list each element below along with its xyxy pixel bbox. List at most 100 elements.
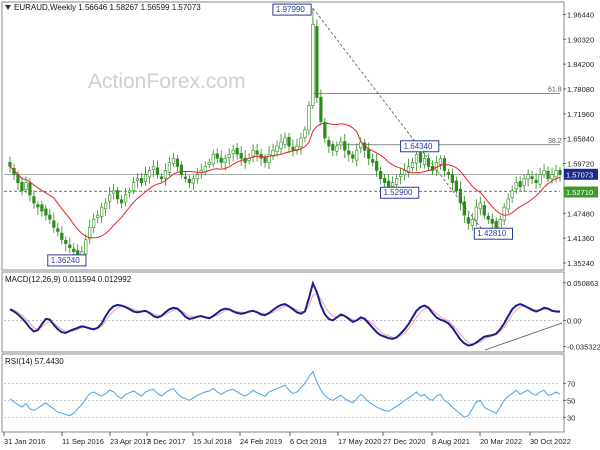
price-tick-label: 1.96440 xyxy=(567,10,594,19)
candle-body xyxy=(510,190,514,198)
candle-body xyxy=(514,182,518,190)
macd-label: MACD(12,26,9) 0.011594 0.012992 xyxy=(5,275,132,284)
candle-body xyxy=(426,158,431,167)
moving-average-line xyxy=(9,122,561,239)
price-panel-frame xyxy=(1,1,565,271)
candle-body xyxy=(8,162,12,167)
trendline-dashed xyxy=(312,7,485,233)
candle-body xyxy=(410,162,415,168)
candle-body xyxy=(478,202,482,210)
candle-body xyxy=(131,182,136,191)
x-tick-label: 31 Jan 2016 xyxy=(4,437,45,446)
candle-body xyxy=(303,129,307,138)
candle-body xyxy=(235,148,239,155)
candle-body xyxy=(143,174,148,182)
candle-body xyxy=(526,174,530,180)
x-tick-label: 6 Oct 2019 xyxy=(290,437,327,446)
candle-body xyxy=(215,153,219,159)
candle-body xyxy=(263,156,267,163)
candle-body xyxy=(52,220,56,228)
candle-body xyxy=(311,24,315,106)
candle-body xyxy=(414,153,419,164)
candle-body xyxy=(502,206,506,221)
price-level-labels: 1.97990 1.36240 1.52900 1.64340 1.42810 1.570… xyxy=(47,3,598,267)
fib-382-label: 38.2 xyxy=(548,138,562,145)
x-tick-label: 11 Sep 2016 xyxy=(62,437,104,446)
watermark: ActionForex.com xyxy=(88,70,246,93)
candle-body xyxy=(64,240,68,244)
candle-body xyxy=(44,208,48,216)
candle-body xyxy=(446,172,451,175)
candle-body xyxy=(171,158,176,164)
candle-body xyxy=(92,218,96,228)
candle-body xyxy=(255,150,259,155)
candle-body xyxy=(187,178,191,184)
macd-tick-label: 0.00 xyxy=(567,316,582,325)
candle-body xyxy=(530,176,534,179)
candle-body xyxy=(96,214,100,218)
macd-signal-line xyxy=(9,293,560,345)
candle-body xyxy=(482,205,486,216)
rsi-panel-frame xyxy=(1,353,565,433)
candle-body xyxy=(315,26,319,98)
x-tick-label: 8 Aug 2021 xyxy=(432,437,470,446)
candle-body xyxy=(375,161,379,171)
candle-body xyxy=(88,227,92,240)
rsi-tick-label: 50 xyxy=(567,396,575,405)
candle-body xyxy=(522,178,526,186)
x-tick-label: 3 Dec 2017 xyxy=(147,437,185,446)
candle-body xyxy=(119,199,124,204)
candle-body xyxy=(231,149,235,154)
candle-body xyxy=(367,149,371,159)
x-tick-label: 27 Dec 2020 xyxy=(383,437,426,446)
candle-body xyxy=(331,144,335,151)
candle-body xyxy=(291,146,295,151)
price-tick-label: 1.78080 xyxy=(567,85,594,94)
candle-body xyxy=(371,159,375,163)
candle-body xyxy=(319,96,323,123)
candle-body xyxy=(20,181,24,192)
candle-body xyxy=(494,220,498,228)
candle-body xyxy=(387,180,391,188)
rsi-label: RSI(14) 57.4430 xyxy=(5,357,64,366)
candle-body xyxy=(159,176,164,179)
low-2022-label: 1.42810 xyxy=(477,229,506,238)
candle-body xyxy=(295,145,299,152)
candle-body xyxy=(195,174,199,180)
candle-body xyxy=(418,152,423,163)
candle-body xyxy=(267,153,271,163)
x-tick-label: 30 Oct 2022 xyxy=(530,437,571,446)
candle-body xyxy=(383,178,387,184)
candle-body xyxy=(123,194,128,203)
rsi-line xyxy=(9,370,561,418)
candle-body xyxy=(355,149,359,161)
candle-body xyxy=(279,141,283,149)
price-levels: 61.8 38.2 xyxy=(4,7,562,233)
candle-body xyxy=(402,170,407,176)
candle-body xyxy=(506,198,510,210)
candle-body xyxy=(287,136,291,147)
x-tick-label: 24 Feb 2019 xyxy=(240,437,282,446)
candle-body xyxy=(347,150,351,155)
candle-body xyxy=(203,166,207,172)
candle-body xyxy=(127,190,132,193)
candle-body xyxy=(223,158,227,164)
candle-body xyxy=(422,158,427,165)
candle-body xyxy=(251,149,255,157)
candle-body xyxy=(550,174,554,180)
candle-body xyxy=(474,206,478,221)
candle-body xyxy=(72,248,76,253)
candle-body xyxy=(179,164,183,175)
candle-body xyxy=(167,162,172,173)
candle-body xyxy=(398,174,403,177)
candle-body xyxy=(394,178,399,186)
candle-body xyxy=(323,121,327,139)
rsi-tick-label: 30 xyxy=(567,413,575,422)
price-tick-label: 1.84200 xyxy=(567,60,594,69)
current-price-tag: 1.57073 xyxy=(566,170,593,179)
candle-body xyxy=(438,158,443,165)
candle-body xyxy=(40,204,44,212)
candle-body xyxy=(239,152,243,159)
